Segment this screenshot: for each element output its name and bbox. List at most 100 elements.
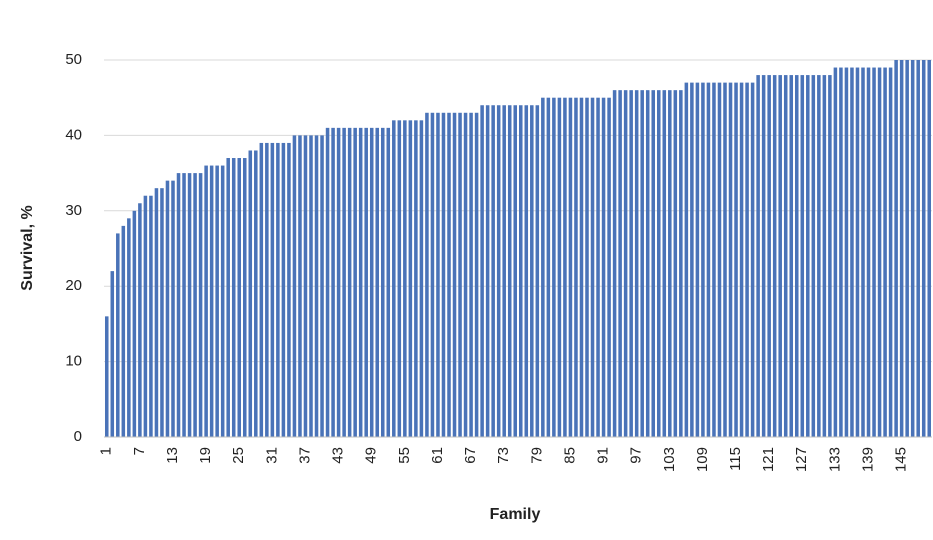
bar <box>364 127 368 438</box>
bar <box>154 188 159 437</box>
bar <box>403 120 407 437</box>
x-tick-label: 97 <box>628 447 645 464</box>
bar <box>265 142 269 437</box>
bar <box>535 105 540 438</box>
bar <box>292 135 297 437</box>
bar <box>855 67 860 437</box>
bar <box>712 82 716 438</box>
bar <box>380 127 385 438</box>
bar <box>634 90 639 437</box>
bar <box>104 316 109 437</box>
bar <box>474 112 479 437</box>
bar <box>171 180 175 437</box>
bar <box>656 90 661 437</box>
bar <box>690 82 694 438</box>
bar <box>187 173 192 437</box>
bar <box>739 82 744 438</box>
x-tick-label: 121 <box>760 447 777 472</box>
bar <box>651 90 656 437</box>
bar <box>894 60 898 437</box>
bar <box>645 90 650 437</box>
bar <box>822 75 827 437</box>
x-tick-label: 91 <box>595 447 612 464</box>
x-tick-label: 103 <box>661 447 678 472</box>
bar <box>590 97 595 437</box>
bar <box>629 90 633 437</box>
bar <box>160 188 164 437</box>
bar <box>182 173 186 437</box>
bar <box>640 90 644 437</box>
bar <box>761 75 766 437</box>
bar <box>811 75 816 437</box>
bar <box>138 203 142 437</box>
bar <box>198 173 203 437</box>
bar <box>353 127 357 438</box>
bar <box>927 60 932 437</box>
bar <box>469 112 473 437</box>
x-tick-label: 49 <box>363 447 380 464</box>
bar <box>905 60 909 437</box>
x-tick-label: 67 <box>462 447 479 464</box>
x-tick-label: 133 <box>826 447 843 472</box>
bar <box>259 142 264 437</box>
bar <box>143 195 148 437</box>
x-axis-title: Family <box>490 506 541 523</box>
bar <box>480 105 484 438</box>
bar <box>331 127 335 438</box>
bar <box>618 90 622 437</box>
bar <box>601 97 606 437</box>
bar <box>436 112 440 437</box>
x-tick-label: 145 <box>893 447 910 472</box>
bar <box>116 233 120 437</box>
y-tick-label: 30 <box>65 202 82 219</box>
bar <box>794 75 799 437</box>
bar <box>496 105 501 438</box>
bar <box>546 97 551 437</box>
bar <box>397 120 402 437</box>
bar <box>839 67 843 437</box>
bar <box>541 97 545 437</box>
bar <box>800 75 805 437</box>
bar <box>563 97 567 437</box>
bar <box>287 142 291 437</box>
bar <box>270 142 275 437</box>
bar <box>817 75 821 437</box>
bar <box>507 105 512 438</box>
bar <box>463 112 468 437</box>
bar <box>242 158 247 437</box>
bar <box>408 120 413 437</box>
bar <box>149 195 153 437</box>
bar <box>916 60 920 437</box>
bar <box>248 150 253 438</box>
bar <box>530 105 534 438</box>
bar <box>888 67 893 437</box>
bar <box>358 127 363 438</box>
bar <box>430 112 435 437</box>
y-tick-label: 20 <box>65 277 82 294</box>
bar <box>441 112 446 437</box>
x-tick-label: 139 <box>859 447 876 472</box>
bar <box>386 127 391 438</box>
bar <box>568 97 573 437</box>
bar <box>237 158 242 437</box>
bar <box>518 105 523 438</box>
bar <box>314 135 319 437</box>
x-tick-label: 55 <box>396 447 413 464</box>
bar <box>828 75 832 437</box>
bar <box>899 60 904 437</box>
bar <box>336 127 341 438</box>
bar <box>910 60 915 437</box>
bar <box>789 75 794 437</box>
bar <box>877 67 882 437</box>
bar <box>209 165 214 437</box>
bar <box>579 97 584 437</box>
bar <box>254 150 258 438</box>
bar <box>452 112 457 437</box>
bar <box>502 105 506 438</box>
bar <box>745 82 749 438</box>
x-tick-label: 85 <box>561 447 578 464</box>
bar <box>607 97 611 437</box>
bar <box>734 82 738 438</box>
bar <box>679 90 683 437</box>
